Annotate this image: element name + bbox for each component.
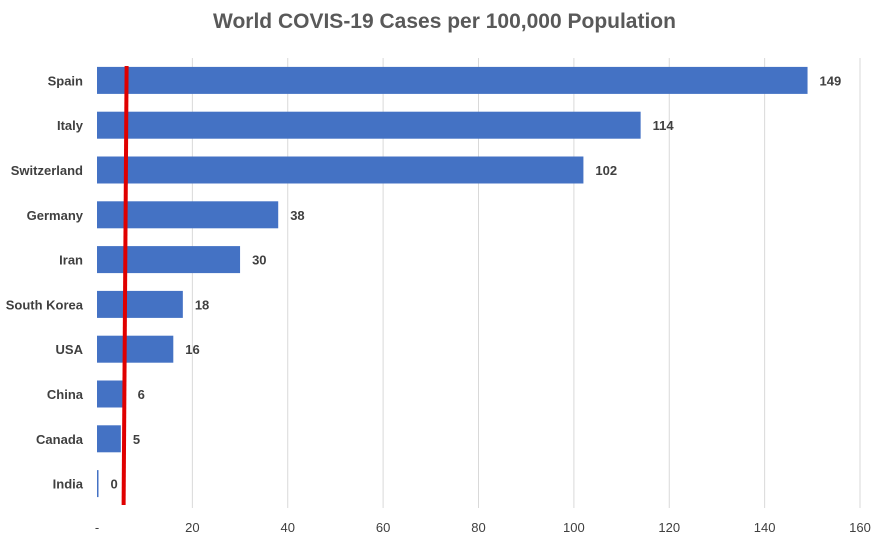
x-tick-label: - (95, 520, 99, 535)
category-label: Italy (57, 118, 84, 133)
gridlines (191, 58, 861, 508)
data-label: 18 (195, 297, 209, 312)
reference-line-group (121, 65, 129, 506)
category-label: Germany (27, 208, 84, 223)
bar (97, 335, 174, 363)
data-label: 0 (111, 477, 118, 492)
chart-title: World COVIS-19 Cases per 100,000 Populat… (213, 10, 676, 33)
bar (97, 246, 241, 274)
category-label: USA (56, 342, 84, 357)
category-label: India (53, 477, 84, 492)
bar (97, 425, 121, 453)
bar (97, 380, 126, 408)
x-tick-label: 160 (849, 520, 871, 535)
category-label: Spain (48, 73, 83, 88)
category-label: South Korea (6, 297, 84, 312)
x-tick-label: 100 (563, 520, 585, 535)
x-tick-label: 80 (471, 520, 485, 535)
data-label: 6 (138, 387, 145, 402)
bar (97, 470, 99, 498)
category-label: China (47, 387, 84, 402)
bar (97, 111, 641, 139)
bar (97, 66, 808, 94)
bar (97, 290, 183, 318)
x-tick-label: 120 (658, 520, 680, 535)
bars (97, 66, 808, 498)
data-label: 149 (820, 73, 842, 88)
bar (97, 156, 584, 184)
category-label: Switzerland (11, 163, 83, 178)
data-label: 30 (252, 253, 266, 268)
x-tick-label: 20 (185, 520, 199, 535)
data-label: 38 (290, 208, 304, 223)
data-label: 114 (653, 118, 675, 133)
data-label: 16 (185, 342, 199, 357)
x-tick-label: 140 (754, 520, 776, 535)
x-tick-label: 60 (376, 520, 390, 535)
data-label: 5 (133, 432, 140, 447)
x-tick-label: 40 (281, 520, 295, 535)
category-label: Iran (59, 253, 83, 268)
reference-line (121, 65, 129, 506)
category-label: Canada (36, 432, 84, 447)
data-label: 102 (595, 163, 617, 178)
